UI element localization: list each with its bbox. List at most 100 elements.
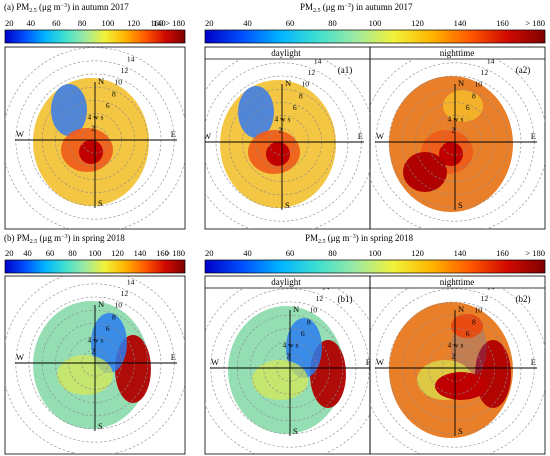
ring-label: 12 — [481, 294, 489, 303]
colorbar-tick-label: 40 — [26, 18, 35, 28]
polar-plot-a: N E S W 24 w s68 10 12 14 — [5, 47, 185, 229]
ring-label: 10 — [474, 80, 482, 89]
colorbar-tick-label: 80 — [328, 18, 337, 28]
compass-e: E — [171, 352, 176, 362]
colorbar-tick-label: 80 — [68, 248, 77, 258]
heat-blob — [33, 301, 151, 429]
colorbar-tick-label: 120 — [127, 18, 140, 28]
ring-label: 12 — [481, 68, 489, 77]
colorbar-tick-label: 80 — [78, 18, 87, 28]
ring-label: 2 — [91, 346, 95, 355]
colorbar-spring-left — [4, 259, 186, 274]
ring-label: 8 — [472, 317, 476, 326]
compass-s: S — [293, 426, 298, 436]
ring-label: 6 — [466, 329, 470, 338]
panel-frame-a2 — [369, 46, 546, 230]
colorbar-tick-label: 60 — [52, 18, 61, 28]
label-daylight-b: daylight — [271, 277, 301, 287]
ring-label: 2 — [451, 351, 455, 360]
compass-e: E — [531, 357, 536, 367]
colorbar-tick-label: > 180 — [525, 248, 545, 258]
ring-label: 2 — [278, 125, 282, 134]
label-a1: (a1) — [338, 65, 353, 75]
colorbar-tick-label: > 180 — [165, 248, 185, 258]
polar-plot-b: N E S W 24 w s68 10 12 14 — [5, 276, 185, 454]
header-autumn-left: (a) PM2.5 (μg m−3) in autumn 2017 — [4, 2, 129, 14]
ring-label: 12 — [121, 66, 129, 75]
compass-s: S — [285, 200, 290, 210]
compass-w: W — [376, 357, 384, 367]
header-autumn-right: PM2.5 (μg m−3) in autumn 2017 — [300, 2, 413, 14]
compass-w: W — [16, 352, 24, 362]
ring-label: 14 — [314, 56, 322, 65]
compass-n: N — [458, 78, 464, 88]
colorbar-tick-label: 100 — [369, 18, 382, 28]
colorbar-tick-label: 100 — [101, 18, 114, 28]
ring-label: 8 — [299, 91, 303, 100]
ring-label: 14 — [127, 277, 135, 286]
heat-blob — [220, 80, 336, 208]
ring-label: 10 — [309, 306, 317, 315]
label-daylight-a: daylight — [271, 48, 301, 58]
colorbar-autumn-left — [4, 29, 186, 44]
ring-label: 6 — [106, 101, 110, 110]
colorbar-autumn-right — [204, 29, 546, 44]
label-b1: (b1) — [338, 294, 353, 304]
colorbar-tick-label: 140 — [454, 248, 467, 258]
compass-n: N — [293, 304, 299, 314]
colorbar-tick-label: 120 — [411, 248, 424, 258]
ring-label: 12 — [308, 68, 316, 77]
compass-s: S — [98, 421, 103, 431]
ring-label: 4 w s — [88, 336, 104, 345]
polar-plot-a2: N E S W 24 w s68 10 12 14 — [370, 56, 545, 229]
colorbar-spring-right — [204, 259, 546, 274]
ring-label: 6 — [301, 329, 305, 338]
ring-label: 8 — [472, 91, 476, 100]
colorbar-tick-label: 120 — [111, 248, 124, 258]
colorbar-tick-label: > 180 — [525, 18, 545, 28]
ring-label: 4 w s — [448, 115, 464, 124]
compass-n: N — [98, 76, 104, 86]
colorbar-tick-label: 20 — [205, 248, 214, 258]
compass-w: W — [203, 131, 211, 141]
colorbar-tick-label: 40 — [243, 18, 252, 28]
ring-label: 6 — [466, 103, 470, 112]
heat-blob — [389, 76, 513, 212]
colorbar-tick-label: 100 — [89, 248, 102, 258]
polar-plot-b2: N E S W 24 w s68 10 12 14 — [370, 282, 545, 454]
ring-label: 14 — [487, 282, 495, 291]
ring-label: 14 — [127, 54, 135, 63]
colorbar-tick-label: 140 — [454, 18, 467, 28]
heat-blob — [33, 78, 149, 206]
label-nighttime-b: nighttime — [440, 277, 475, 287]
ring-label: 4 w s — [283, 341, 299, 350]
label-b2: (b2) — [516, 294, 531, 304]
ring-label: 4 w s — [448, 341, 464, 350]
colorbar-tick-label: 160 > 180 — [150, 18, 185, 28]
colorbar-tick-label: 60 — [286, 248, 295, 258]
polar-plot-b1: N E S W 24 w s68 10 12 14 — [205, 288, 370, 454]
ring-label: 12 — [316, 294, 324, 303]
ring-label: 4 w s — [275, 115, 291, 124]
ring-label: 6 — [106, 324, 110, 333]
colorbar-tick-label: 100 — [369, 248, 382, 258]
ring-label: 10 — [474, 306, 482, 315]
colorbar-tick-label: 20 — [5, 248, 14, 258]
compass-w: W — [211, 357, 219, 367]
ring-label: 14 — [487, 56, 495, 65]
colorbar-tick-label: 60 — [46, 248, 55, 258]
label-a2: (a2) — [516, 65, 531, 75]
heat-blob — [228, 306, 346, 434]
colorbar-tick-label: 40 — [23, 248, 32, 258]
compass-w: W — [376, 131, 384, 141]
label-nighttime-a: nighttime — [440, 48, 475, 58]
panel-frame-a — [4, 46, 186, 230]
ring-label: 2 — [451, 125, 455, 134]
compass-e: E — [531, 131, 536, 141]
header-spring-left: (b) PM2.5 (μg m−3) in spring 2018 — [4, 233, 125, 245]
colorbar-tick-label: 40 — [243, 248, 252, 258]
colorbar-tick-label: 140 — [153, 18, 166, 28]
compass-s: S — [458, 200, 463, 210]
ring-label: 10 — [114, 78, 122, 87]
